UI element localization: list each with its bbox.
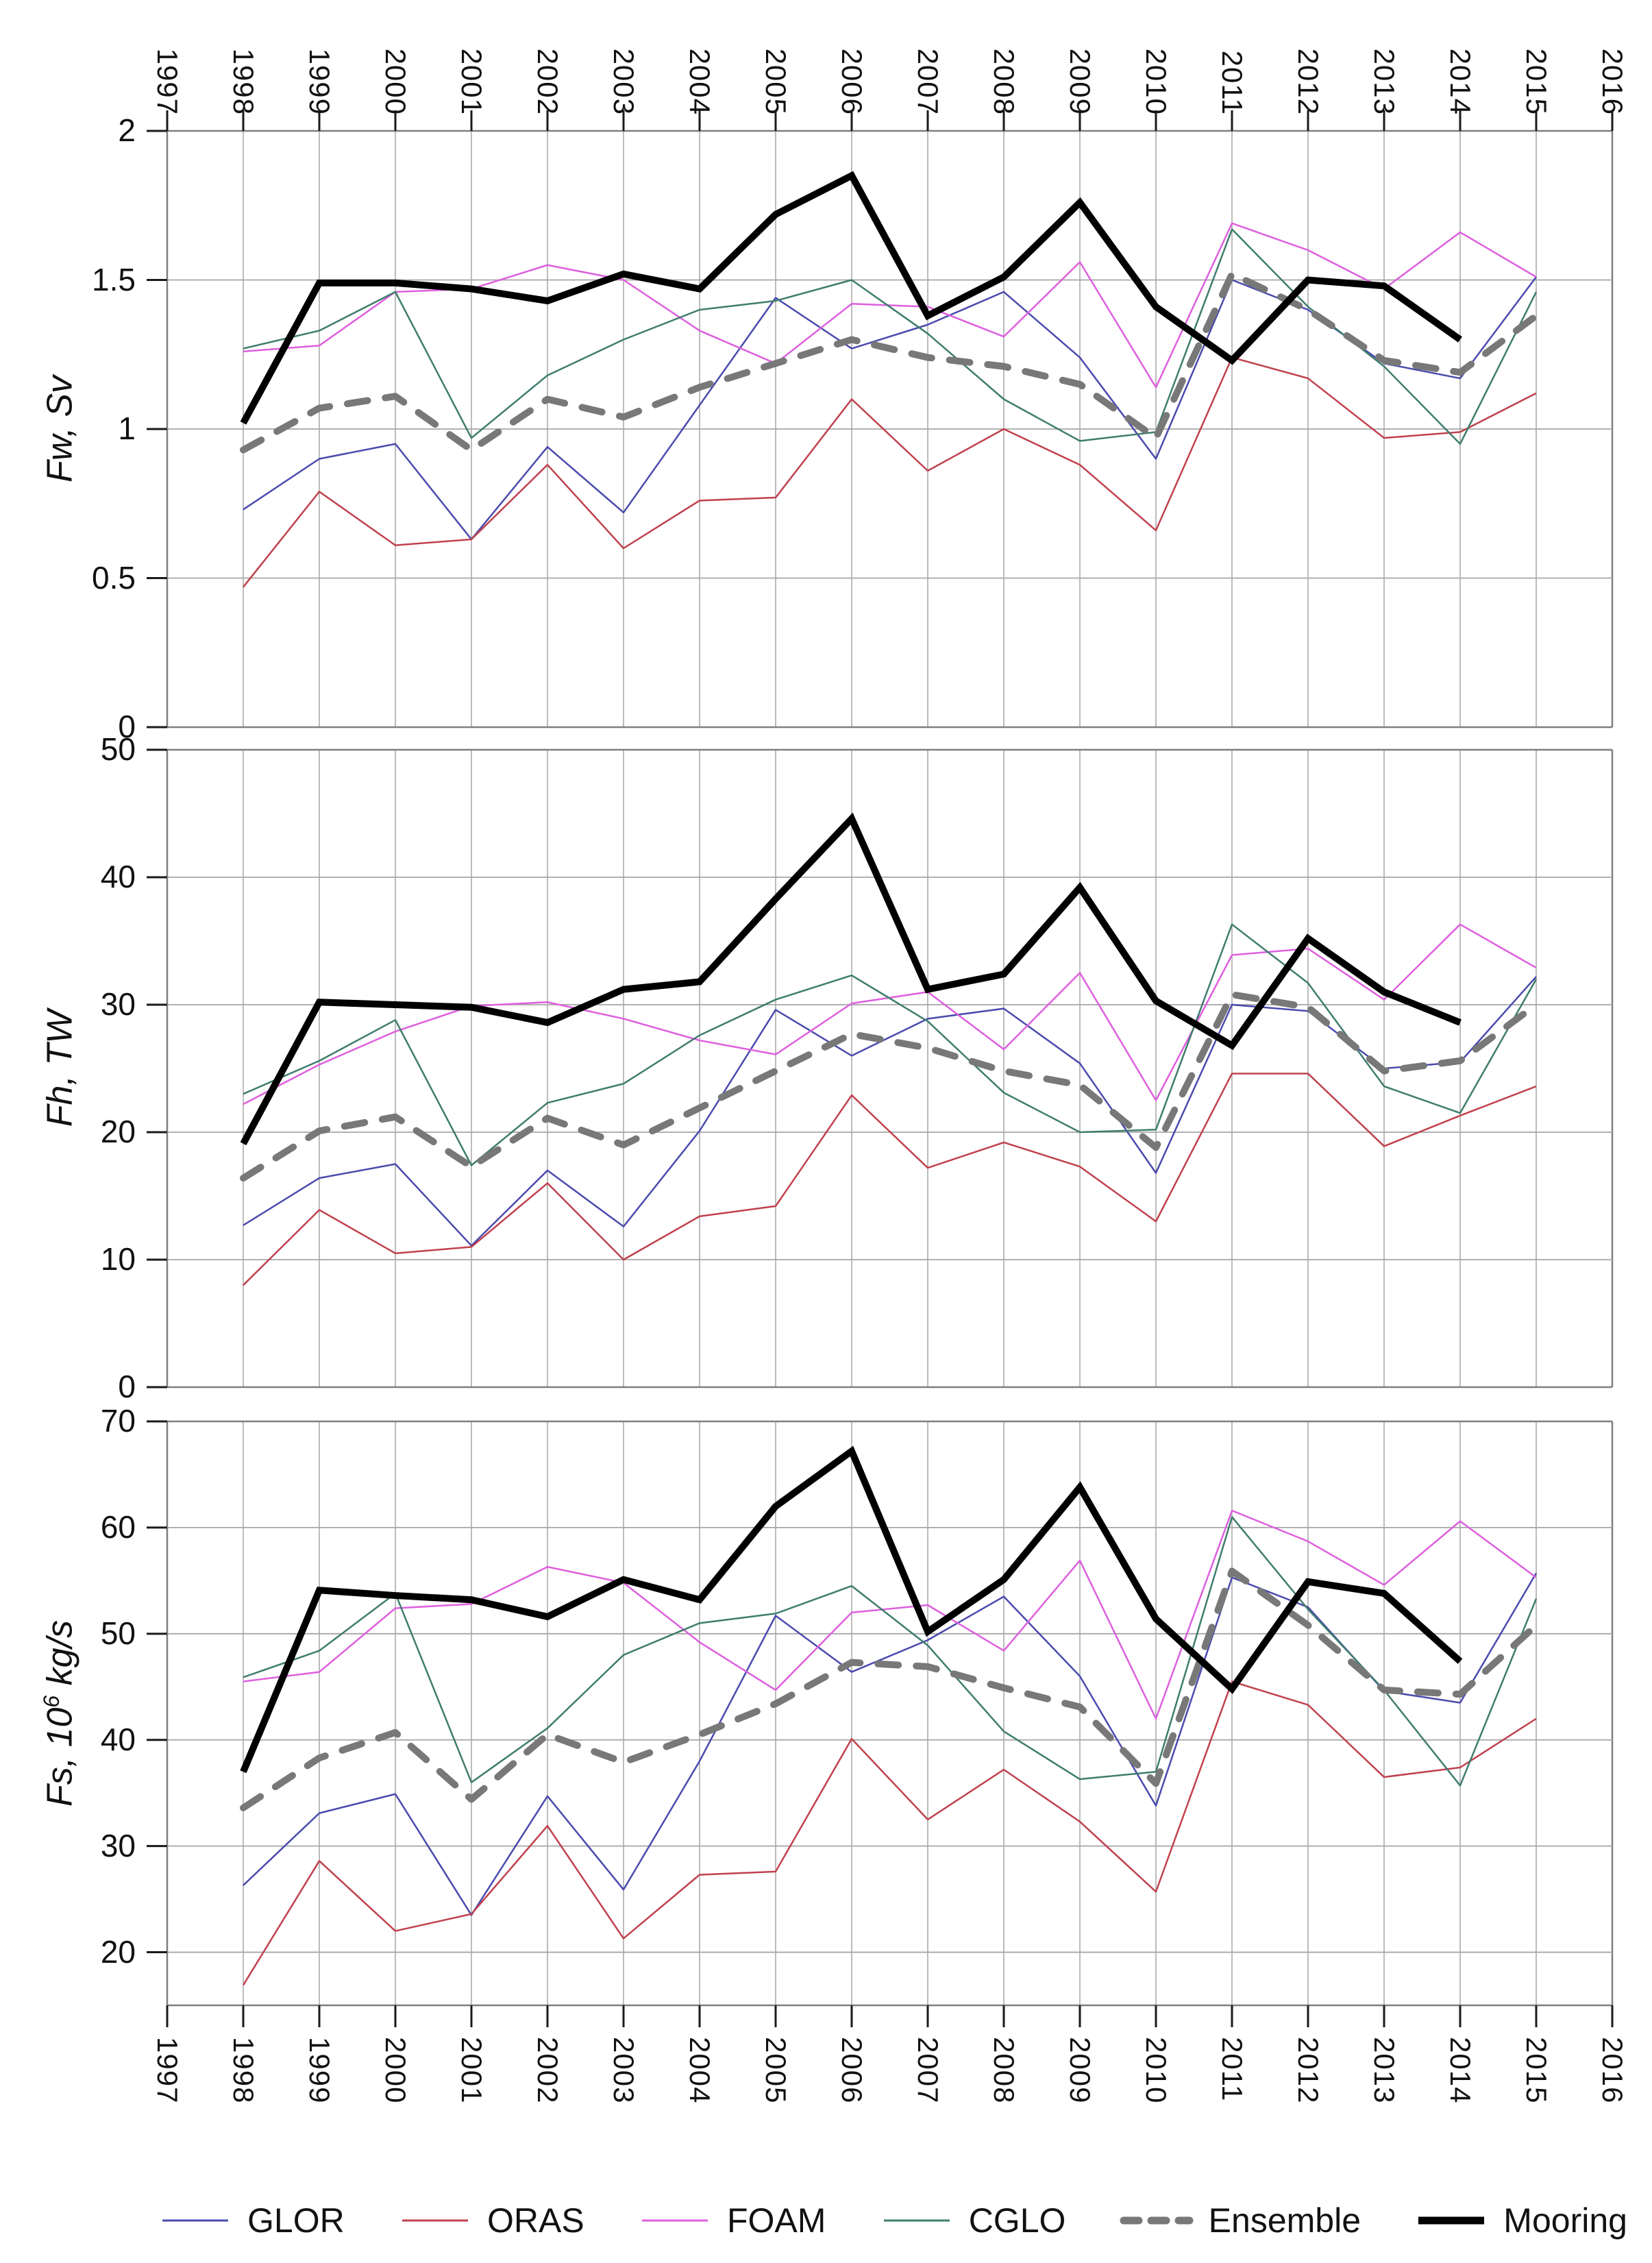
- y-tick-label-panel2-20: 20: [100, 1114, 136, 1149]
- top-year-label-2015: 2015: [1520, 48, 1553, 115]
- top-year-label-2001: 2001: [456, 48, 488, 115]
- legend-line-sample-ensemble: [1120, 2216, 1194, 2225]
- fw-series-glor: [243, 276, 1537, 541]
- fh-axis-title: Fh, TW: [40, 1010, 80, 1127]
- y-tick-label-panel2-50: 50: [100, 731, 136, 767]
- y-tick-label-panel3-20: 20: [100, 1933, 136, 1970]
- legend-line-sample-cglo: [883, 2219, 950, 2222]
- fw-series-ensemble: [240, 270, 1540, 454]
- top-year-label-2007: 2007: [912, 48, 944, 115]
- legend-item-cglo: CGLO: [883, 2201, 1066, 2240]
- legend-item-ensemble: Ensemble: [1120, 2201, 1361, 2240]
- fs-series-mooring: [240, 1445, 1463, 1774]
- top-year-label-2004: 2004: [684, 48, 716, 115]
- top-year-label-2006: 2006: [836, 48, 868, 115]
- fh-series-mooring: [240, 812, 1462, 1146]
- top-year-label-2009: 2009: [1064, 48, 1096, 115]
- top-year-label-2008: 2008: [988, 48, 1020, 115]
- y-tick-label-panel3-70: 70: [100, 1403, 136, 1439]
- bottom-year-label-1998: 1998: [227, 2037, 260, 2104]
- bottom-year-label-2000: 2000: [380, 2037, 412, 2104]
- y-tick-label-panel2-0: 0: [118, 1369, 136, 1404]
- legend-label-mooring: Mooring: [1503, 2201, 1627, 2240]
- legend-line-sample-mooring: [1418, 2216, 1485, 2225]
- bottom-year-label-2006: 2006: [836, 2037, 868, 2104]
- top-year-label-2013: 2013: [1368, 48, 1401, 115]
- fh-series-cglo: [243, 923, 1538, 1166]
- bottom-year-label-2010: 2010: [1140, 2037, 1172, 2104]
- bottom-year-label-2009: 2009: [1064, 2037, 1096, 2104]
- fw-series-mooring: [240, 171, 1462, 425]
- top-year-label-2016: 2016: [1596, 48, 1629, 115]
- bottom-year-label-2007: 2007: [912, 2037, 944, 2104]
- top-year-label-2011: 2011: [1216, 50, 1248, 115]
- y-tick-label-panel1-1: 1: [118, 411, 136, 446]
- bottom-year-label-2003: 2003: [608, 2037, 640, 2104]
- y-tick-label-panel3-40: 40: [100, 1721, 136, 1757]
- bottom-year-label-2004: 2004: [684, 2037, 716, 2104]
- fh-series-oras: [243, 1073, 1537, 1286]
- legend-item-oras: ORAS: [401, 2201, 584, 2240]
- y-tick-label-panel1-0: 0: [118, 709, 136, 744]
- fs-series-oras: [242, 1680, 1537, 1986]
- y-tick-label-panel2-10: 10: [100, 1241, 136, 1277]
- y-tick-label-panel1-2: 2: [118, 112, 136, 148]
- legend-item-mooring: Mooring: [1417, 2201, 1627, 2240]
- fh-series-ensemble: [240, 991, 1540, 1182]
- bottom-year-label-1997: 1997: [151, 2037, 184, 2104]
- bottom-year-label-2014: 2014: [1444, 2037, 1477, 2104]
- legend-line-sample-glor: [162, 2219, 228, 2222]
- bottom-year-label-1999: 1999: [304, 2037, 336, 2104]
- y-tick-label-panel1-0.5: 0.5: [92, 559, 136, 596]
- legend-label-foam: FOAM: [726, 2201, 826, 2240]
- top-year-label-2003: 2003: [608, 48, 640, 115]
- fs-panel-chart: [147, 1420, 1614, 2027]
- top-year-label-2010: 2010: [1140, 48, 1172, 115]
- bottom-year-label-2012: 2012: [1292, 2037, 1324, 2104]
- fs-series-cglo: [243, 1516, 1538, 1787]
- bottom-year-label-2008: 2008: [988, 2037, 1020, 2104]
- top-year-label-1998: 1998: [227, 48, 260, 115]
- top-year-label-2012: 2012: [1292, 48, 1324, 115]
- fs-series-ensemble: [240, 1567, 1540, 1811]
- bottom-year-label-2001: 2001: [456, 2037, 488, 2104]
- y-tick-label-panel1-1.5: 1.5: [92, 261, 136, 297]
- y-tick-label-panel3-30: 30: [100, 1827, 136, 1863]
- fw-panel-chart: [147, 110, 1614, 729]
- legend-label-glor: GLOR: [247, 2201, 345, 2240]
- bottom-year-label-2005: 2005: [760, 2037, 792, 2104]
- bottom-year-label-2011: 2011: [1216, 2037, 1248, 2102]
- bottom-year-label-2015: 2015: [1520, 2037, 1553, 2104]
- top-year-label-2014: 2014: [1444, 48, 1477, 115]
- y-tick-label-panel3-50: 50: [100, 1615, 136, 1651]
- bottom-year-label-2002: 2002: [532, 2037, 564, 2104]
- legend-item-foam: FOAM: [641, 2201, 826, 2240]
- fh-panel-chart: [147, 748, 1614, 1389]
- fw-series-oras: [243, 356, 1537, 588]
- y-tick-label-panel2-30: 30: [100, 986, 136, 1022]
- top-year-label-2002: 2002: [532, 48, 564, 115]
- legend-item-glor: GLOR: [161, 2201, 345, 2240]
- top-year-label-2005: 2005: [760, 48, 792, 115]
- y-tick-label-panel3-60: 60: [100, 1508, 136, 1545]
- fs-series-foam: [243, 1509, 1537, 1720]
- top-year-label-1997: 1997: [151, 48, 184, 115]
- bottom-year-label-2016: 2016: [1596, 2037, 1629, 2104]
- legend-line-sample-foam: [641, 2219, 708, 2222]
- legend-label-ensemble: Ensemble: [1208, 2201, 1361, 2240]
- bottom-year-label-2013: 2013: [1368, 2037, 1401, 2104]
- legend-line-sample-oras: [402, 2219, 468, 2222]
- top-year-label-1999: 1999: [304, 48, 336, 115]
- fh-series-foam: [243, 923, 1537, 1105]
- fs-series-glor: [243, 1572, 1538, 1916]
- legend-label-oras: ORAS: [486, 2201, 584, 2240]
- legend: GLOR ORAS FOAM CGLO Ensemble Mooring: [161, 2183, 1627, 2258]
- top-year-label-2000: 2000: [380, 48, 412, 115]
- legend-label-cglo: CGLO: [968, 2201, 1066, 2240]
- y-tick-label-panel2-40: 40: [100, 859, 136, 894]
